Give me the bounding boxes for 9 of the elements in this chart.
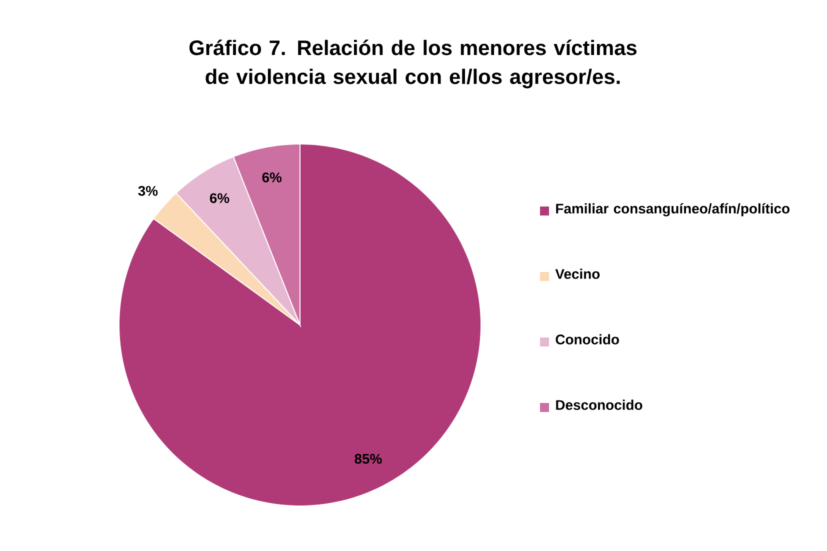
data-label: 85%	[354, 454, 382, 464]
data-label: 6%	[210, 193, 230, 204]
legend-label: Familiar consanguíneo/afín/político	[556, 203, 790, 216]
chart-title: Gráfico 7. Relación de los menores víctimas de violencia sexual con el/los agresor/es.	[189, 40, 637, 88]
data-label: 6%	[262, 172, 282, 182]
data-label: 3%	[138, 186, 158, 196]
legend-label: Conocido	[556, 334, 619, 344]
legend-label: Desconocido	[556, 400, 642, 410]
legend-label: Vecino	[555, 268, 600, 279]
